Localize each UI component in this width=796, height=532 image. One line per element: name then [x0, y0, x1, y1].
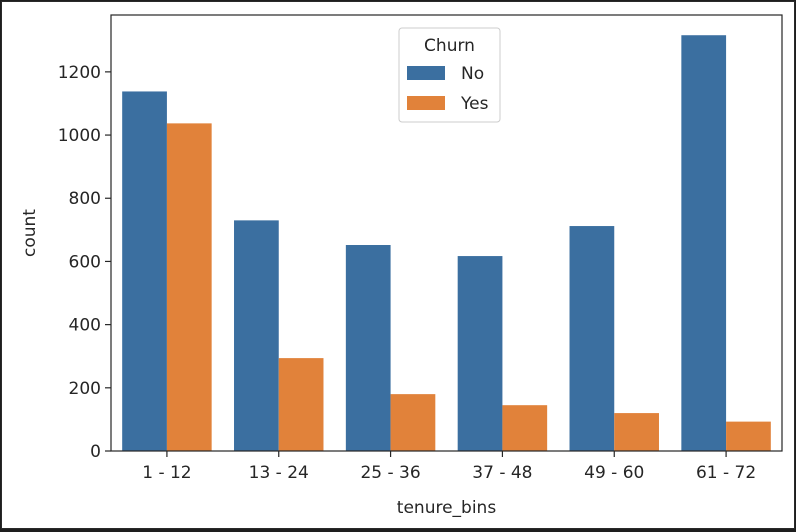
- bar-yes-5: [726, 421, 771, 451]
- bar-yes-2: [390, 394, 436, 451]
- bar-no-5: [681, 35, 727, 452]
- legend: Churn No Yes: [398, 27, 501, 123]
- x-tick-label-0: 1 - 12: [142, 463, 191, 483]
- legend-items: No Yes: [407, 64, 489, 114]
- bar-no-0: [122, 91, 167, 451]
- bar-yes-4: [614, 413, 659, 451]
- bar-yes-1: [278, 358, 324, 451]
- legend-label-no: No: [461, 64, 484, 84]
- x-tick-label-2: 25 - 36: [360, 463, 420, 483]
- legend-swatch-no: [407, 66, 445, 80]
- y-tick-label-5: 1000: [58, 126, 101, 146]
- bar-no-1: [234, 220, 279, 451]
- bar-no-4: [569, 226, 615, 451]
- x-tick-label-3: 37 - 48: [472, 463, 532, 483]
- y-axis: 0 200 400 600 800 1000 1200: [58, 63, 111, 462]
- bar-yes-0: [166, 123, 212, 452]
- legend-swatch-yes: [407, 96, 445, 110]
- y-axis-label: count: [20, 209, 40, 257]
- bar-no-2: [345, 245, 391, 451]
- x-axis-label: tenure_bins: [397, 498, 497, 518]
- x-tick-label-4: 49 - 60: [584, 463, 644, 483]
- y-tick-label-2: 400: [69, 316, 101, 336]
- legend-title: Churn: [424, 36, 475, 56]
- bar-yes-3: [502, 405, 548, 451]
- x-tick-label-1: 13 - 24: [249, 463, 309, 483]
- y-tick-label-1: 200: [69, 379, 101, 399]
- plot-frame: [110, 14, 783, 452]
- y-tick-label-6: 1200: [58, 63, 101, 83]
- y-tick-label-4: 800: [69, 189, 101, 209]
- bars-layer: [122, 35, 771, 452]
- bar-no-3: [457, 256, 503, 451]
- y-tick-label-3: 600: [69, 252, 101, 272]
- legend-label-yes: Yes: [460, 94, 489, 114]
- x-tick-label-5: 61 - 72: [696, 463, 756, 483]
- y-tick-label-0: 0: [90, 442, 101, 462]
- x-axis: 1 - 12 13 - 24 25 - 36 37 - 48 49 - 60 61 - 7…: [142, 451, 756, 483]
